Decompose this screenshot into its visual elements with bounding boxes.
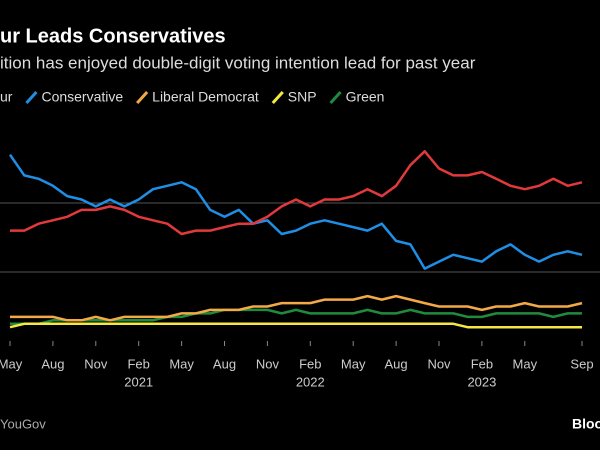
legend-label: SNP	[288, 89, 317, 105]
x-tick-label: Feb	[471, 356, 493, 371]
x-tick-label: May	[513, 356, 538, 371]
x-tick-label: Aug	[385, 356, 408, 371]
x-tick-label: Aug	[41, 356, 64, 371]
year-label: 2021	[124, 374, 153, 389]
legend-label: Green	[346, 89, 385, 105]
year-label: 2022	[296, 374, 325, 389]
x-tick-label: Sep	[570, 356, 593, 371]
year-label: 2023	[467, 374, 496, 389]
legend-marker	[25, 90, 38, 105]
chart-subtitle: ition has enjoyed double-digit voting in…	[0, 53, 476, 72]
series-line	[10, 294, 583, 322]
x-tick-label: Feb	[299, 356, 321, 371]
x-tick-label: Aug	[213, 356, 236, 371]
x-tick-label: May	[0, 356, 23, 371]
x-tick-label: Nov	[256, 356, 280, 371]
brand: Bloo	[572, 416, 600, 432]
x-tick-label: Nov	[427, 356, 451, 371]
x-tick-label: May	[341, 356, 366, 371]
legend-marker	[329, 90, 342, 105]
legend-marker	[271, 90, 284, 105]
legend-marker	[136, 90, 149, 105]
series-line	[10, 150, 583, 236]
chart-title: ur Leads Conservatives	[0, 25, 226, 47]
series-line	[8, 153, 583, 270]
source: YouGov	[0, 416, 46, 431]
x-tick-label: Feb	[127, 356, 149, 371]
legend-label: ur	[0, 89, 13, 105]
x-tick-label: Nov	[84, 356, 108, 371]
x-tick-label: May	[169, 356, 194, 371]
legend-label: Conservative	[41, 89, 123, 105]
legend-label: Liberal Democrat	[152, 89, 259, 105]
series-line	[9, 322, 582, 329]
